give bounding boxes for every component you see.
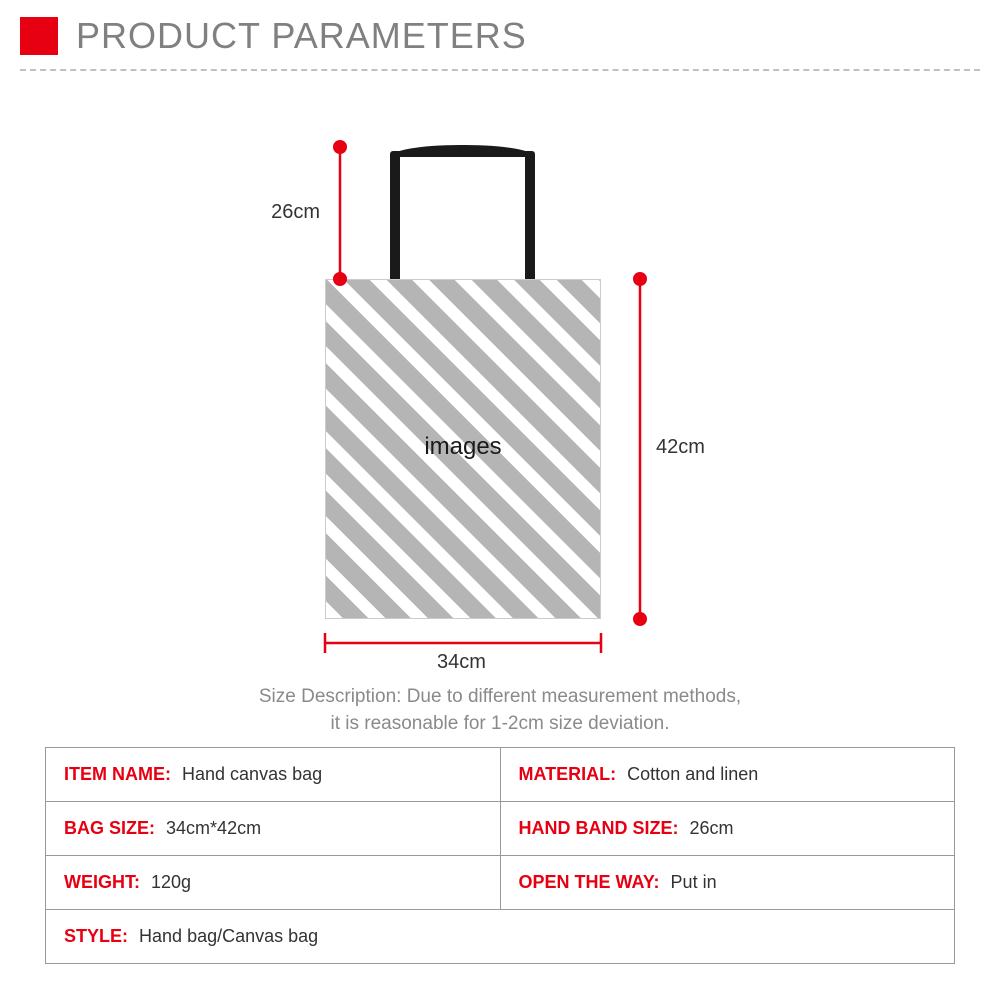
table-row: BAG SIZE: 34cm*42cm HAND BAND SIZE: 26cm <box>46 802 955 856</box>
page-title: PRODUCT PARAMETERS <box>76 15 527 57</box>
size-description-line1: Size Description: Due to different measu… <box>259 686 741 707</box>
cell-material: MATERIAL: Cotton and linen <box>500 748 955 802</box>
spec-value: 120g <box>151 872 191 892</box>
size-description-line2: it is reasonable for 1-2cm size deviatio… <box>331 713 670 734</box>
spec-label: MATERIAL: <box>519 764 617 784</box>
spec-value: Cotton and linen <box>627 764 758 784</box>
spec-table: ITEM NAME: Hand canvas bag MATERIAL: Cot… <box>45 747 955 964</box>
dimension-width-label: 34cm <box>437 651 486 674</box>
spec-label: HAND BAND SIZE: <box>519 818 679 838</box>
table-row: WEIGHT: 120g OPEN THE WAY: Put in <box>46 856 955 910</box>
dimension-height-label: 42cm <box>656 436 705 459</box>
spec-label: OPEN THE WAY: <box>519 872 660 892</box>
dimension-handle-label: 26cm <box>260 201 320 224</box>
table-row: STYLE: Hand bag/Canvas bag <box>46 910 955 964</box>
dimension-lines <box>0 71 1000 681</box>
size-description: Size Description: Due to different measu… <box>0 684 1000 737</box>
cell-item-name: ITEM NAME: Hand canvas bag <box>46 748 501 802</box>
spec-label: STYLE: <box>64 926 128 946</box>
spec-label: BAG SIZE: <box>64 818 155 838</box>
product-diagram: images 26cm 42cm 34cm <box>0 71 1000 626</box>
cell-style: STYLE: Hand bag/Canvas bag <box>46 910 955 964</box>
spec-value: Hand bag/Canvas bag <box>139 926 318 946</box>
spec-value: 34cm*42cm <box>166 818 261 838</box>
cell-open-way: OPEN THE WAY: Put in <box>500 856 955 910</box>
spec-label: WEIGHT: <box>64 872 140 892</box>
spec-value: 26cm <box>690 818 734 838</box>
header: PRODUCT PARAMETERS <box>0 0 1000 65</box>
spec-value: Hand canvas bag <box>182 764 322 784</box>
cell-bag-size: BAG SIZE: 34cm*42cm <box>46 802 501 856</box>
header-accent-square <box>20 17 58 55</box>
cell-weight: WEIGHT: 120g <box>46 856 501 910</box>
spec-label: ITEM NAME: <box>64 764 171 784</box>
cell-hand-band-size: HAND BAND SIZE: 26cm <box>500 802 955 856</box>
table-row: ITEM NAME: Hand canvas bag MATERIAL: Cot… <box>46 748 955 802</box>
spec-value: Put in <box>671 872 717 892</box>
